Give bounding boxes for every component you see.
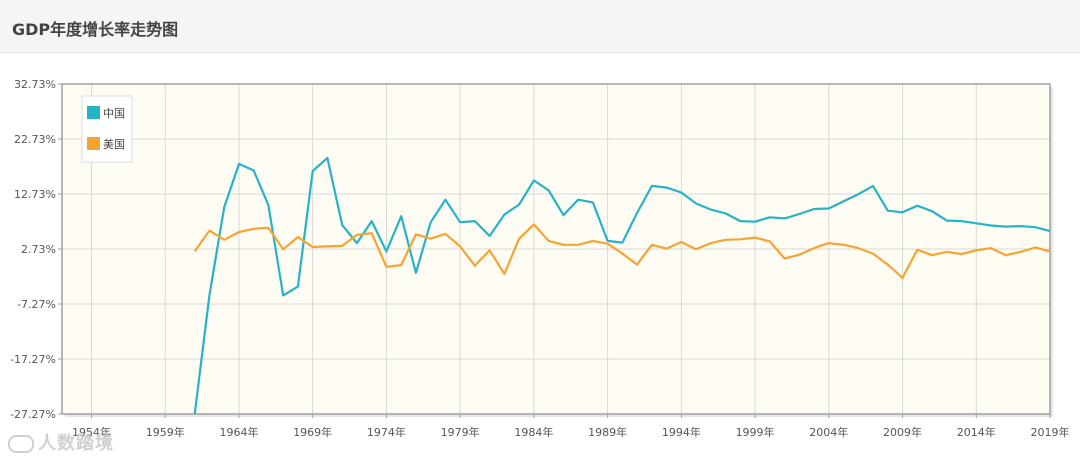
series-line-1 [193,223,1050,279]
watermark-logo-icon [8,435,34,453]
y-tick-label: 12.73% [14,188,56,201]
y-tick-label: -27.27% [10,408,56,421]
x-tick-label: 1974年 [367,425,406,439]
x-tick-label: 1989年 [588,425,627,439]
series-group-1 [193,223,1050,279]
chart-header: GDP年度增长率走势图 [0,0,1080,53]
legend-swatch [87,137,100,150]
x-tick-label: 1964年 [219,425,258,439]
chart-title: GDP年度增长率走势图 [12,20,179,39]
x-tick-label: 1979年 [441,425,480,439]
x-tick-label: 2014年 [957,425,996,439]
watermark: 人数踏境 [8,429,114,455]
watermark-text: 人数踏境 [38,433,114,454]
y-tick-label: 2.73% [21,243,56,256]
x-tick-label: 1984年 [514,425,553,439]
x-tick-label: 2009年 [883,425,922,439]
legend-swatch [87,106,100,119]
y-tick-label: 32.73% [14,78,56,91]
x-tick-label: 1954年 [72,425,111,439]
y-tick-label: -17.27% [10,353,56,366]
x-tick-label: 2004年 [809,425,848,439]
legend-label: 中国 [103,107,125,120]
legend-label: 美国 [103,138,125,151]
plot-border [61,83,1051,415]
y-tick-label: 22.73% [14,133,56,146]
legend-box [81,95,133,163]
x-tick-label: 1999年 [736,425,775,439]
x-tick-label: 1959年 [146,425,185,439]
x-tick-label: 2019年 [1031,425,1070,439]
series-group-0 [193,156,1050,414]
series-line-0 [193,156,1050,414]
x-tick-label: 1969年 [293,425,332,439]
y-tick-label: -7.27% [17,298,56,311]
x-tick-label: 1994年 [662,425,701,439]
